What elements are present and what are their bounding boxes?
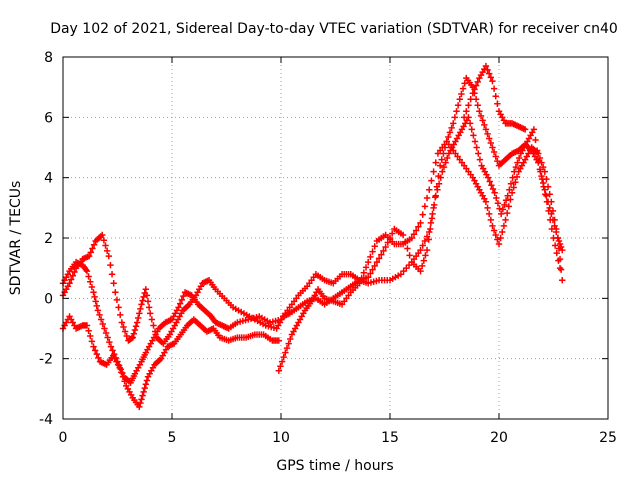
x-axis-label: GPS time / hours (276, 458, 393, 474)
x-tick-label: 0 (59, 430, 68, 446)
data-series (460, 62, 529, 133)
x-tick-label: 10 (272, 430, 290, 446)
y-tick-label: 0 (44, 291, 53, 307)
x-tick-label: 25 (599, 430, 617, 446)
data-point-markers (275, 138, 566, 374)
y-axis-label: SDTVAR / TECUs (8, 181, 24, 296)
x-tick-label: 15 (381, 430, 399, 446)
x-tick-label: 5 (168, 430, 177, 446)
axis-ticks: 0 5 10 15 20 25 -4 -2 0 2 4 6 8 (39, 50, 617, 446)
chart-title: Day 102 of 2021, Sidereal Day-to-day VTE… (50, 21, 618, 37)
y-tick-label: -4 (39, 412, 53, 428)
y-tick-label: 4 (44, 171, 53, 187)
y-tick-label: 6 (44, 110, 53, 126)
y-tick-label: -2 (39, 352, 53, 368)
data-series (275, 138, 566, 374)
data-point-markers (460, 62, 529, 133)
x-tick-label: 20 (490, 430, 508, 446)
y-tick-label: 2 (44, 231, 53, 247)
y-tick-label: 8 (44, 50, 53, 66)
